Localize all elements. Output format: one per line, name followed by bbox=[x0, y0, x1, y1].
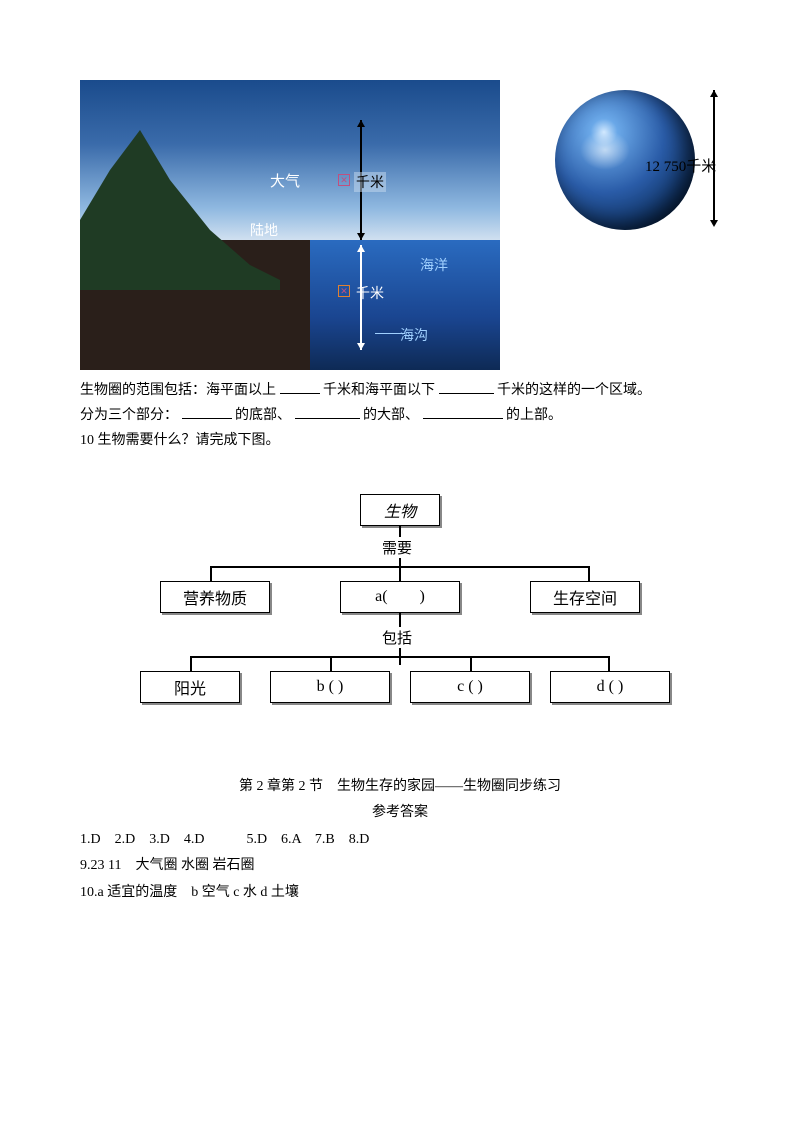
connector bbox=[608, 656, 610, 671]
blank-field[interactable] bbox=[182, 405, 232, 419]
answer-section: 第 2 章第 2 节 生物生存的家园——生物圈同步练习 参考答案 1.D 2.D… bbox=[80, 774, 720, 907]
include-label: 包括 bbox=[380, 627, 414, 648]
need-label: 需要 bbox=[380, 537, 414, 558]
arrowhead-down-icon bbox=[357, 233, 365, 240]
node-b: b ( ) bbox=[270, 671, 390, 703]
earth-panel bbox=[530, 80, 720, 370]
node-root: 生物 bbox=[360, 494, 440, 526]
answer-row-2: 9.23 11 大气圈 水圈 岩石圈 bbox=[80, 853, 720, 880]
arrowhead-down-icon bbox=[357, 343, 365, 350]
text-fragment: 千米和海平面以下 bbox=[323, 383, 435, 398]
fill-line-2: 分为三个部分： 的底部、 的大部、 的上部。 bbox=[80, 403, 720, 428]
connector bbox=[399, 566, 401, 581]
ocean-label: 海洋 bbox=[420, 255, 448, 275]
fill-line-1: 生物圈的范围包括：海平面以上 千米和海平面以下 千米的这样的一个区域。 bbox=[80, 378, 720, 403]
blank-field[interactable] bbox=[280, 380, 320, 394]
text-fragment: 分为三个部分： bbox=[80, 408, 178, 423]
arrowhead-down-icon bbox=[710, 220, 718, 227]
blank-marker-upper bbox=[338, 174, 350, 186]
text-fragment: 的底部、 bbox=[235, 408, 291, 423]
answer-title-2: 参考答案 bbox=[80, 800, 720, 827]
biosphere-figure: 大气 陆地 海洋 海沟 千米 千米 12 750千米 bbox=[80, 80, 720, 370]
blank-field[interactable] bbox=[439, 380, 494, 394]
node-d: d ( ) bbox=[550, 671, 670, 703]
text-fragment: 千米的这样的一个区域。 bbox=[497, 383, 651, 398]
connector bbox=[330, 656, 332, 671]
node-a-text: a( ) bbox=[375, 588, 425, 606]
blank-field[interactable] bbox=[423, 405, 503, 419]
cross-section-panel: 大气 陆地 海洋 海沟 千米 千米 bbox=[80, 80, 500, 370]
text-fragment: 的大部、 bbox=[363, 408, 419, 423]
text-fragment: 的上部。 bbox=[506, 408, 562, 423]
km-label-upper: 千米 bbox=[354, 172, 386, 192]
node-a: a( ) bbox=[340, 581, 460, 613]
answer-title-1: 第 2 章第 2 节 生物生存的家园——生物圈同步练习 bbox=[80, 774, 720, 801]
trench-label: 海沟 bbox=[400, 325, 428, 345]
earth-diameter-label: 12 750千米 bbox=[645, 155, 725, 176]
arrowhead-up-icon bbox=[357, 120, 365, 127]
answer-row-3: 10.a 适宜的温度 b 空气 c 水 d 土壤 bbox=[80, 880, 720, 907]
km-label-lower: 千米 bbox=[354, 283, 386, 303]
connector bbox=[588, 566, 590, 581]
blank-marker-lower bbox=[338, 285, 350, 297]
text-fragment: 生物圈的范围包括：海平面以上 bbox=[80, 383, 276, 398]
arrowhead-up-icon bbox=[357, 245, 365, 252]
connector bbox=[470, 656, 472, 671]
concept-tree: 生物 需要 营养物质 a( ) 生存空间 包括 阳光 b ( ) c ( ) d… bbox=[150, 494, 650, 734]
blank-field[interactable] bbox=[295, 405, 360, 419]
fill-in-paragraph: 生物圈的范围包括：海平面以上 千米和海平面以下 千米的这样的一个区域。 分为三个… bbox=[80, 378, 720, 454]
land-label: 陆地 bbox=[250, 220, 278, 240]
node-c: c ( ) bbox=[410, 671, 530, 703]
fill-line-3: 10 生物需要什么？请完成下图。 bbox=[80, 428, 720, 453]
node-sunlight: 阳光 bbox=[140, 671, 240, 703]
node-space: 生存空间 bbox=[530, 581, 640, 613]
atmosphere-label: 大气 bbox=[270, 170, 300, 191]
connector bbox=[210, 566, 212, 581]
node-nutrition: 营养物质 bbox=[160, 581, 270, 613]
connector bbox=[190, 656, 192, 671]
connector bbox=[190, 656, 610, 658]
answer-row-1: 1.D 2.D 3.D 4.D 5.D 6.A 7.B 8.D bbox=[80, 827, 720, 854]
ocean-region bbox=[310, 240, 500, 370]
arrowhead-up-icon bbox=[710, 90, 718, 97]
